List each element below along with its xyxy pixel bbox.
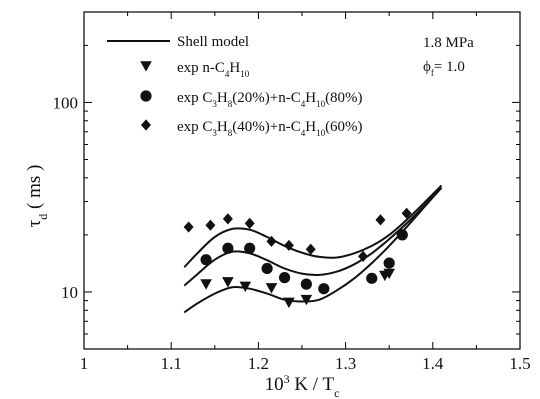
x-tick-label: 1.1	[161, 354, 182, 373]
legend-label: exp n-C4H10	[177, 60, 250, 79]
data-point-diamond	[222, 213, 233, 225]
subscript: 3	[212, 99, 217, 109]
y-axis-label-unit: ( ms )	[24, 165, 45, 214]
data-point-triangle-down	[383, 268, 395, 280]
legend-label: exp C3H8(20%)+n-C4H10(80%)	[177, 90, 363, 109]
data-point-diamond	[401, 207, 412, 219]
data-point-diamond	[205, 219, 216, 231]
y-axis-label-subscript: d	[36, 214, 50, 220]
y-axis-label: τd ( ms )	[24, 165, 50, 228]
data-point-triangle-down	[239, 281, 252, 292]
subscript: f	[431, 68, 434, 78]
text-part: H	[217, 90, 228, 106]
data-point-diamond	[244, 217, 255, 229]
text-part: (60%)	[325, 119, 363, 135]
annotations: 1.8 MPa ϕf= 1.0	[423, 35, 474, 78]
data-point-circle	[383, 257, 395, 269]
data-point-circle	[244, 242, 256, 254]
text-part: (80%)	[325, 90, 363, 106]
text-part: H	[229, 60, 240, 76]
legend-marker-triangle-down	[140, 61, 152, 72]
x-axis-label-base: 10	[265, 374, 284, 395]
legend-label: Shell model	[177, 34, 249, 50]
data-point-triangle-down	[300, 294, 313, 306]
x-tick-label: 1.3	[335, 354, 356, 373]
subscript: 4	[225, 69, 230, 79]
data-point-circle	[278, 272, 291, 284]
legend-marker-circle	[140, 90, 152, 102]
data-point-diamond	[266, 235, 277, 247]
text-part: H	[217, 119, 228, 135]
data-point-circle	[222, 242, 234, 254]
data-point-diamond	[183, 221, 194, 233]
subscript: 10	[316, 99, 326, 109]
data-point-diamond	[283, 239, 294, 252]
data-point-circle	[366, 272, 378, 284]
data-point-circle	[261, 262, 273, 275]
x-tick-label: 1.2	[248, 354, 269, 373]
data-point-diamond	[358, 250, 369, 263]
subscript: 10	[240, 69, 250, 79]
subscript: 8	[228, 99, 233, 109]
text-part: H	[305, 90, 316, 106]
y-axis-label-symbol: τ	[24, 219, 45, 227]
shell-model-curve	[183, 184, 443, 268]
data-point-circle	[318, 283, 330, 295]
data-point-triangle-down	[200, 279, 212, 290]
legend-marker-diamond	[141, 119, 151, 131]
subscript: 8	[228, 128, 233, 138]
text-part: exp n-C	[177, 60, 225, 76]
text-part: (20%)+n-C	[232, 90, 300, 106]
annotation: 1.8 MPa	[423, 35, 474, 51]
text-part: exp C	[177, 90, 212, 106]
data-point-triangle-down	[283, 297, 295, 309]
subscript: 10	[316, 128, 326, 138]
text-part: ϕ	[423, 59, 431, 75]
data-point-diamond	[305, 243, 316, 255]
data-points	[183, 207, 412, 309]
x-axis-label-text: K / T	[290, 374, 335, 395]
text-part: (40%)+n-C	[232, 119, 300, 135]
text-part: H	[305, 119, 316, 135]
annotation: ϕf= 1.0	[423, 59, 465, 78]
y-tick-label: 10	[61, 283, 78, 302]
x-tick-label: 1	[80, 354, 89, 373]
data-point-circle	[200, 254, 212, 266]
text-part: exp C	[177, 119, 212, 135]
data-point-circle	[396, 229, 408, 241]
y-tick-label: 100	[53, 93, 79, 112]
x-tick-label: 1.4	[422, 354, 444, 373]
data-point-triangle-down	[265, 283, 278, 294]
text-part: 1.8 MPa	[423, 35, 474, 51]
data-point-diamond	[375, 214, 386, 226]
data-point-triangle-down	[222, 277, 234, 288]
x-axis-label: 103 K / Tc	[265, 372, 340, 399]
text-part: Shell model	[177, 34, 249, 50]
x-axis-label-subscript: c	[334, 386, 339, 399]
x-axis-label-exponent: 3	[284, 372, 290, 386]
subscript: 4	[301, 128, 306, 138]
data-point-circle	[300, 278, 312, 290]
subscript: 4	[301, 99, 306, 109]
subscript: 3	[212, 128, 217, 138]
legend-label: exp C3H8(40%)+n-C4H10(60%)	[177, 119, 363, 138]
axis-ticks: 1 1.1 1.2 1.3 1.4 1.5 10 100	[53, 12, 531, 373]
x-tick-label: 1.5	[509, 354, 530, 373]
text-part: = 1.0	[434, 59, 465, 75]
